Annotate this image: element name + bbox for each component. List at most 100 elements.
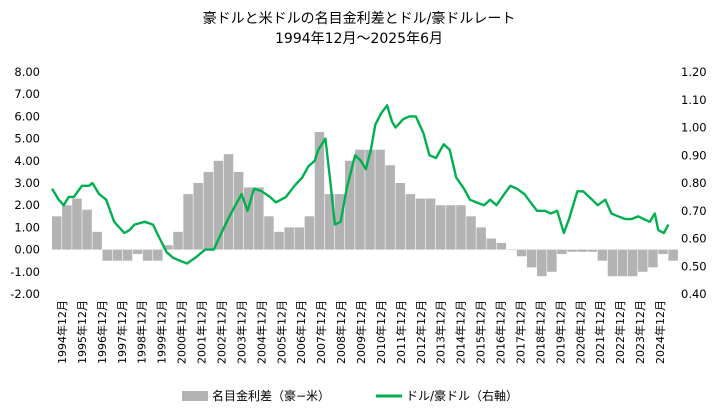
bar: [153, 249, 163, 261]
bar: [375, 149, 385, 250]
bar: [304, 216, 315, 250]
bar: [617, 249, 628, 277]
bar: [324, 194, 335, 250]
x-tick-label: 2011年12月: [394, 300, 408, 364]
bar: [385, 165, 395, 250]
bar: [274, 231, 284, 250]
y-right-tick-label: 0.50: [681, 259, 707, 273]
bar: [365, 149, 375, 250]
y-right-tick-label: 0.80: [681, 176, 707, 190]
x-tick-label: 2007年12月: [314, 300, 328, 364]
line-series-layer: [50, 104, 670, 265]
bar: [496, 242, 507, 250]
bar: [142, 249, 153, 261]
bar: [254, 187, 264, 250]
x-tick-label: 2003年12月: [234, 300, 248, 364]
bar: [567, 249, 577, 252]
x-tick-label: 2004年12月: [254, 300, 268, 364]
bar: [314, 131, 325, 250]
x-tick-label: 2013年12月: [434, 300, 448, 364]
bar: [213, 160, 224, 250]
y-left-tick-label: -2.00: [10, 287, 40, 301]
bar: [183, 194, 193, 250]
x-tick-label: 2023年12月: [633, 300, 647, 364]
line-series: [50, 104, 670, 265]
bar: [466, 216, 476, 250]
bar: [587, 249, 598, 252]
x-tick-label: 1994年12月: [55, 300, 69, 364]
bar: [132, 249, 143, 255]
legend-label-line: ドル/豪ドル（右軸）: [406, 388, 518, 403]
x-tick-label: 2001年12月: [195, 300, 209, 364]
x-tick-label: 2005年12月: [274, 300, 288, 364]
bar: [193, 183, 203, 250]
x-tick-label: 2020年12月: [573, 300, 587, 364]
x-tick-label: 2010年12月: [374, 300, 388, 364]
bar: [516, 249, 527, 257]
x-tick-label: 2012年12月: [414, 300, 428, 364]
y-left-tick-label: 0.00: [14, 243, 40, 257]
bar: [638, 249, 648, 272]
bar: [62, 205, 72, 250]
bar: [92, 231, 102, 250]
y-right-tick-label: 0.90: [681, 148, 707, 162]
bar: [243, 187, 254, 250]
bar: [102, 249, 113, 261]
chart-title: 豪ドルと米ドルの名目金利差とドル/豪ドルレート: [203, 11, 516, 27]
bar: [294, 227, 305, 250]
bar: [355, 149, 365, 250]
y-left-tick-label: 5.00: [14, 132, 40, 146]
bar: [648, 249, 658, 268]
legend-swatch-bar: [182, 391, 208, 401]
y-axis-right: 1.20 1.10 1.00 0.90 0.80 0.70 0.60 0.50 0.40: [681, 65, 707, 301]
y-left-tick-label: 2.00: [14, 198, 40, 212]
bar: [557, 249, 567, 255]
x-tick-label: 2006年12月: [294, 300, 308, 364]
x-tick-label: 2017年12月: [513, 300, 527, 364]
bar: [415, 198, 426, 250]
y-right-tick-label: 1.00: [681, 121, 707, 135]
bar: [163, 245, 173, 250]
y-right-tick-label: 0.60: [681, 232, 707, 246]
x-tick-label: 1996年12月: [95, 300, 109, 364]
x-tick-label: 2019年12月: [553, 300, 567, 364]
legend-label-bar: 名目金利差（豪−米）: [212, 388, 330, 403]
bar: [506, 249, 517, 251]
y-left-tick-label: 1.00: [14, 220, 40, 234]
bar: [486, 238, 497, 250]
x-tick-label: 2000年12月: [175, 300, 189, 364]
bar: [577, 249, 587, 252]
y-right-tick-label: 0.70: [681, 204, 707, 218]
x-tick-label: 2022年12月: [613, 300, 627, 364]
x-tick-label: 2016年12月: [494, 300, 508, 364]
bar: [82, 209, 92, 250]
x-tick-label: 2021年12月: [593, 300, 607, 364]
x-tick-label: 2015年12月: [474, 300, 488, 364]
x-tick-label: 2008年12月: [334, 300, 348, 364]
y-left-tick-label: 3.00: [14, 176, 40, 190]
x-tick-label: 1995年12月: [75, 300, 89, 364]
x-tick-label: 1998年12月: [135, 300, 149, 364]
bar: [537, 249, 547, 277]
bar: [345, 160, 355, 250]
bar: [173, 231, 183, 250]
bar: [658, 249, 668, 255]
bar: [446, 205, 456, 250]
y-left-tick-label: 7.00: [14, 87, 40, 101]
y-right-tick-label: 1.20: [681, 65, 707, 79]
legend: 名目金利差（豪−米） ドル/豪ドル（右軸）: [182, 388, 518, 403]
x-tick-label: 2014年12月: [454, 300, 468, 364]
bar: [72, 198, 82, 250]
bar: [425, 198, 436, 250]
bar: [526, 249, 537, 268]
chart-subtitle: 1994年12月～2025年6月: [275, 31, 443, 47]
bar: [607, 249, 618, 277]
bar: [597, 249, 608, 261]
bar: [456, 205, 466, 250]
bar: [284, 227, 294, 250]
x-tick-label: 2018年12月: [533, 300, 547, 364]
bar: [405, 194, 416, 250]
bar: [233, 171, 244, 250]
bar: [264, 216, 274, 250]
y-left-tick-label: 4.00: [14, 154, 40, 168]
